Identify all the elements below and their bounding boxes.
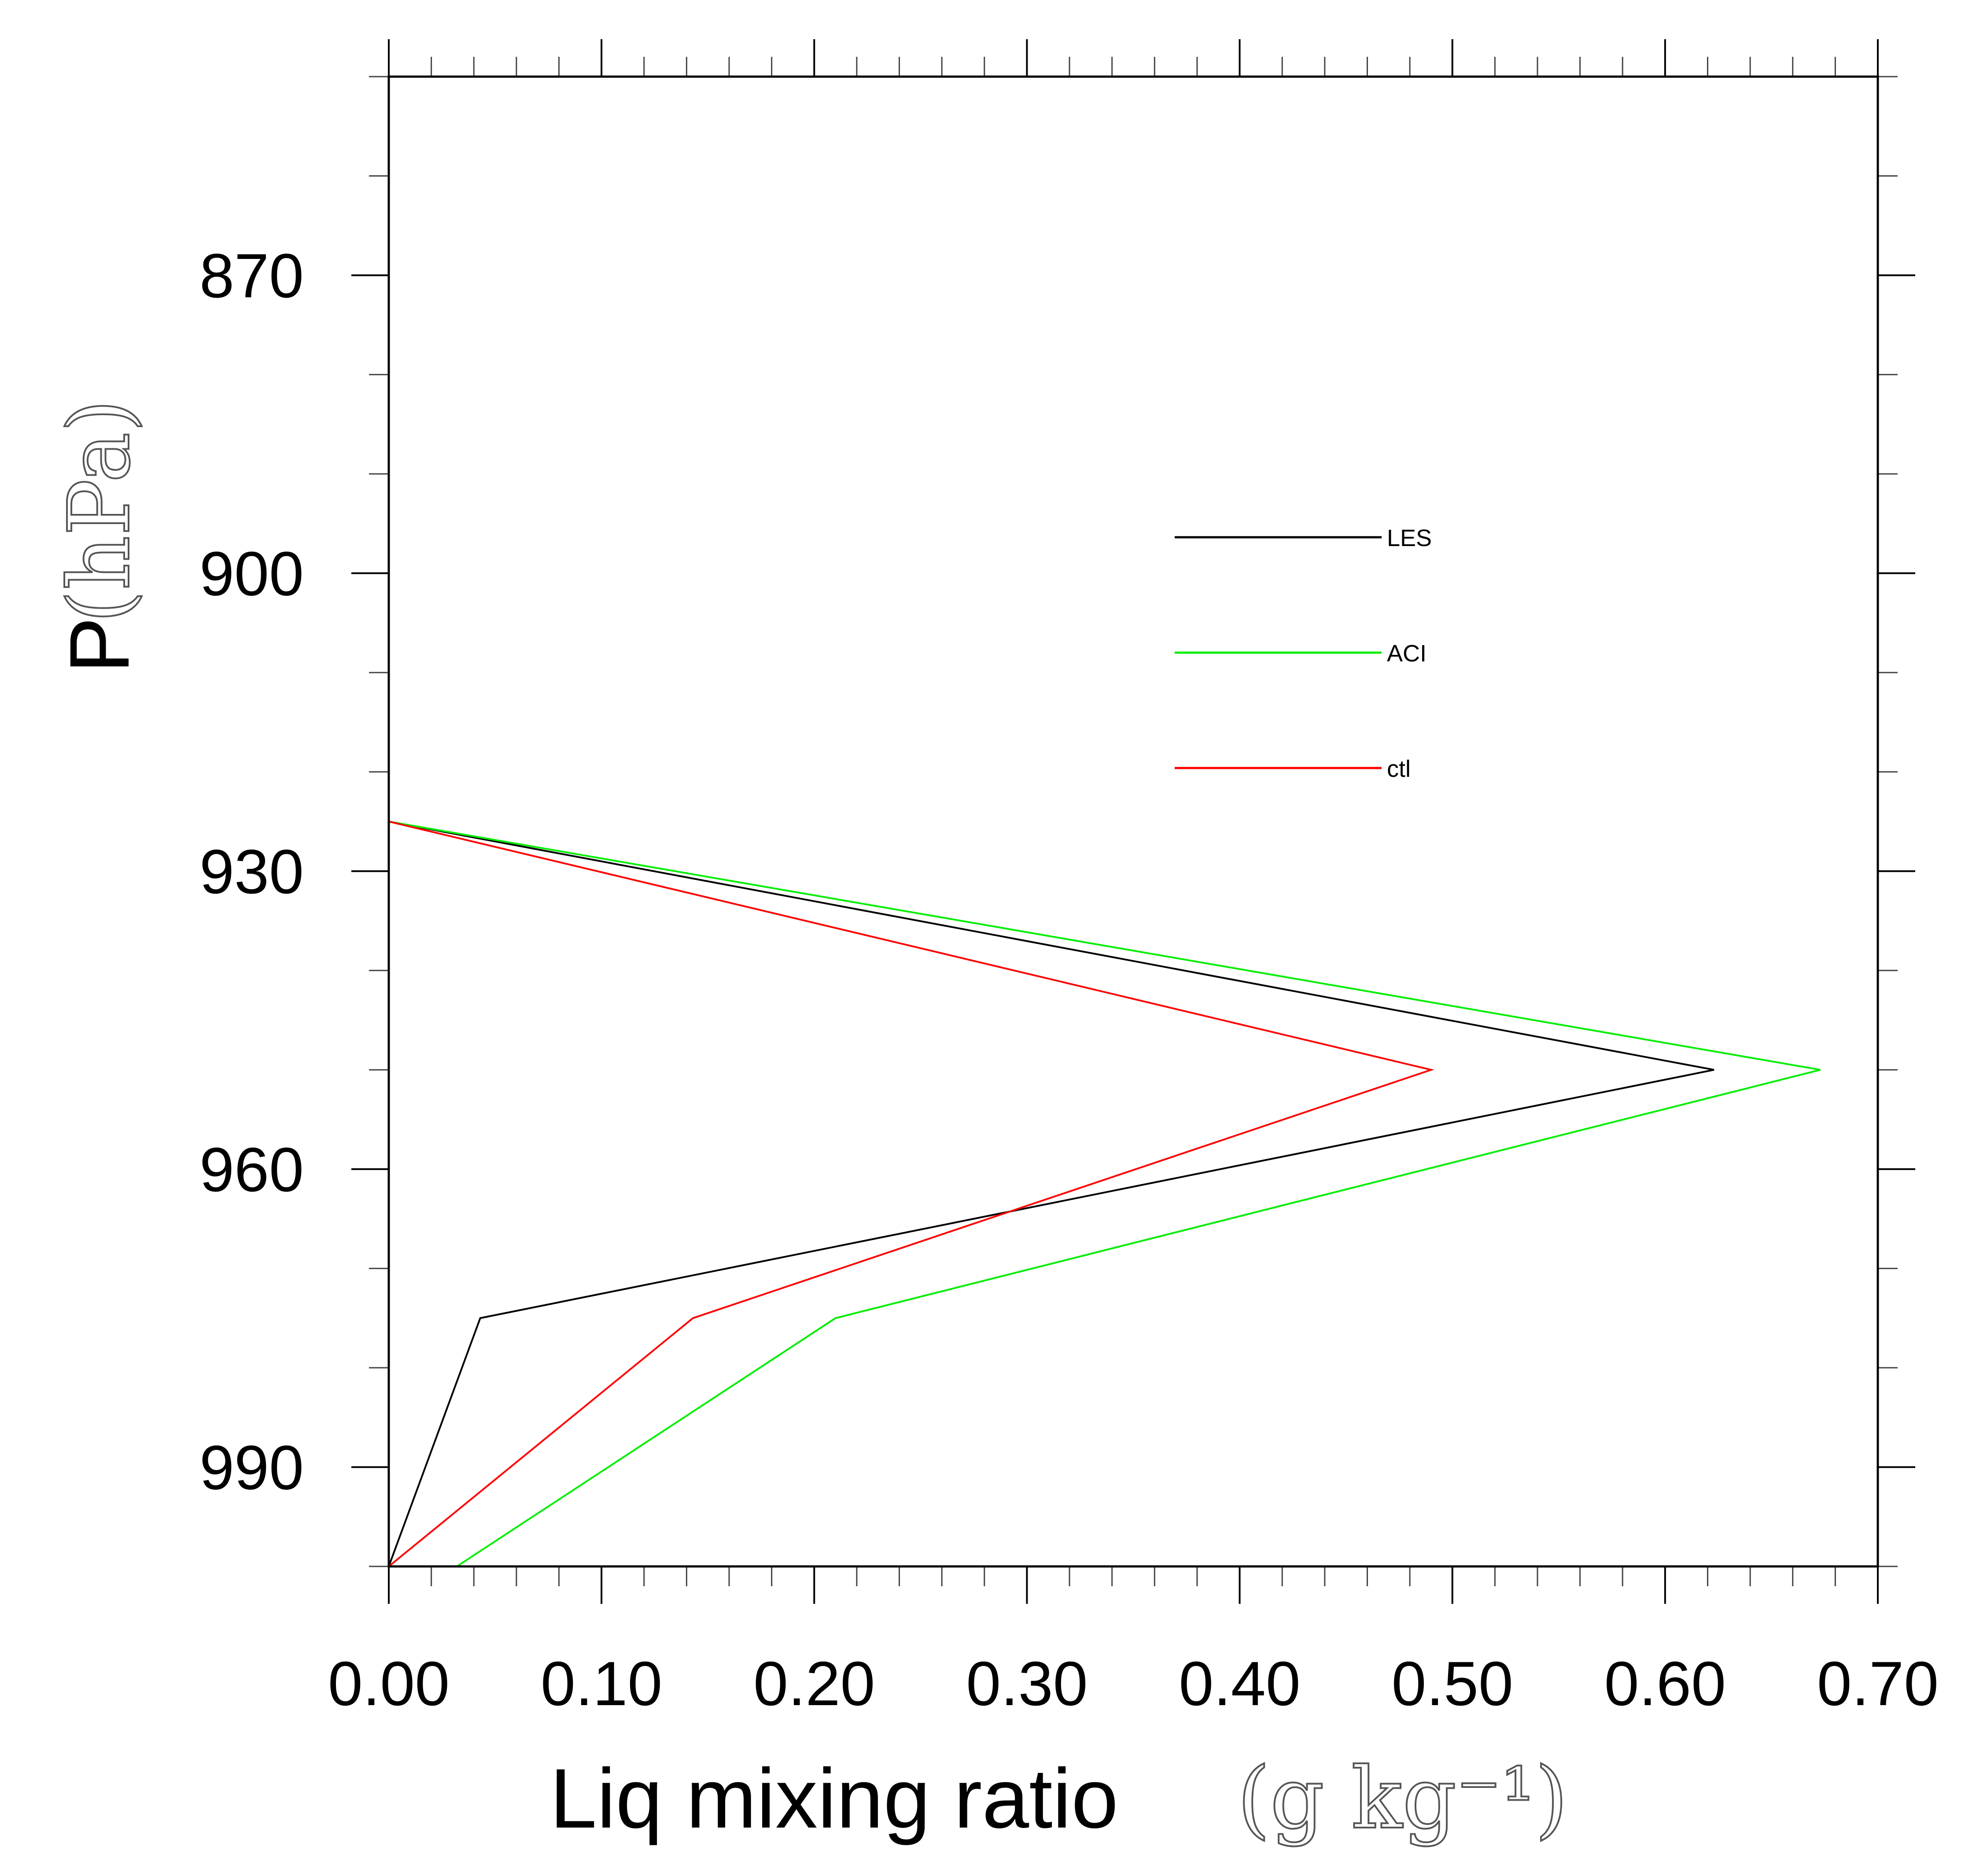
y-tick-label: 870 — [199, 241, 304, 311]
legend: LES ACI ctl — [1175, 525, 1432, 782]
x-axis-title: Liq mixing ratio — [550, 1751, 1118, 1846]
x-axis-unit: (g kg⁻¹) — [1237, 1750, 1568, 1848]
y-tick-label: 930 — [199, 837, 304, 907]
x-tick-labels: 0.00 0.10 0.20 0.30 0.40 0.50 0.60 0.70 — [328, 1649, 1939, 1719]
y-axis-title-group: P (hPa) — [50, 399, 150, 674]
y-tick-label: 960 — [199, 1135, 304, 1205]
x-tick-label: 0.10 — [541, 1649, 662, 1719]
y-axis-unit: (hPa) — [51, 399, 149, 624]
y-tick-label: 900 — [199, 539, 304, 609]
x-tick-label: 0.70 — [1817, 1649, 1939, 1719]
x-tick-label: 0.30 — [966, 1649, 1088, 1719]
y-tick-labels: 870 900 930 960 990 — [199, 241, 304, 1503]
plot-frame — [387, 75, 1879, 1568]
y-axis-title: P — [52, 617, 147, 673]
x-tick-label: 0.50 — [1392, 1649, 1513, 1719]
x-tick-label: 0.60 — [1604, 1649, 1726, 1719]
series-line-ctl — [388, 820, 1434, 1567]
legend-label-ctl: ctl — [1387, 756, 1411, 782]
legend-label-aci: ACI — [1387, 640, 1427, 667]
legend-label-les: LES — [1387, 525, 1432, 551]
series-lines — [388, 820, 1821, 1567]
series-line-les — [388, 820, 1714, 1567]
x-tick-label: 0.00 — [328, 1649, 450, 1719]
y-tick-label: 990 — [199, 1433, 304, 1503]
x-tick-label: 0.40 — [1179, 1649, 1300, 1719]
tick-marks — [351, 39, 1915, 1604]
x-tick-label: 0.20 — [753, 1649, 875, 1719]
series-line-aci — [388, 820, 1821, 1567]
